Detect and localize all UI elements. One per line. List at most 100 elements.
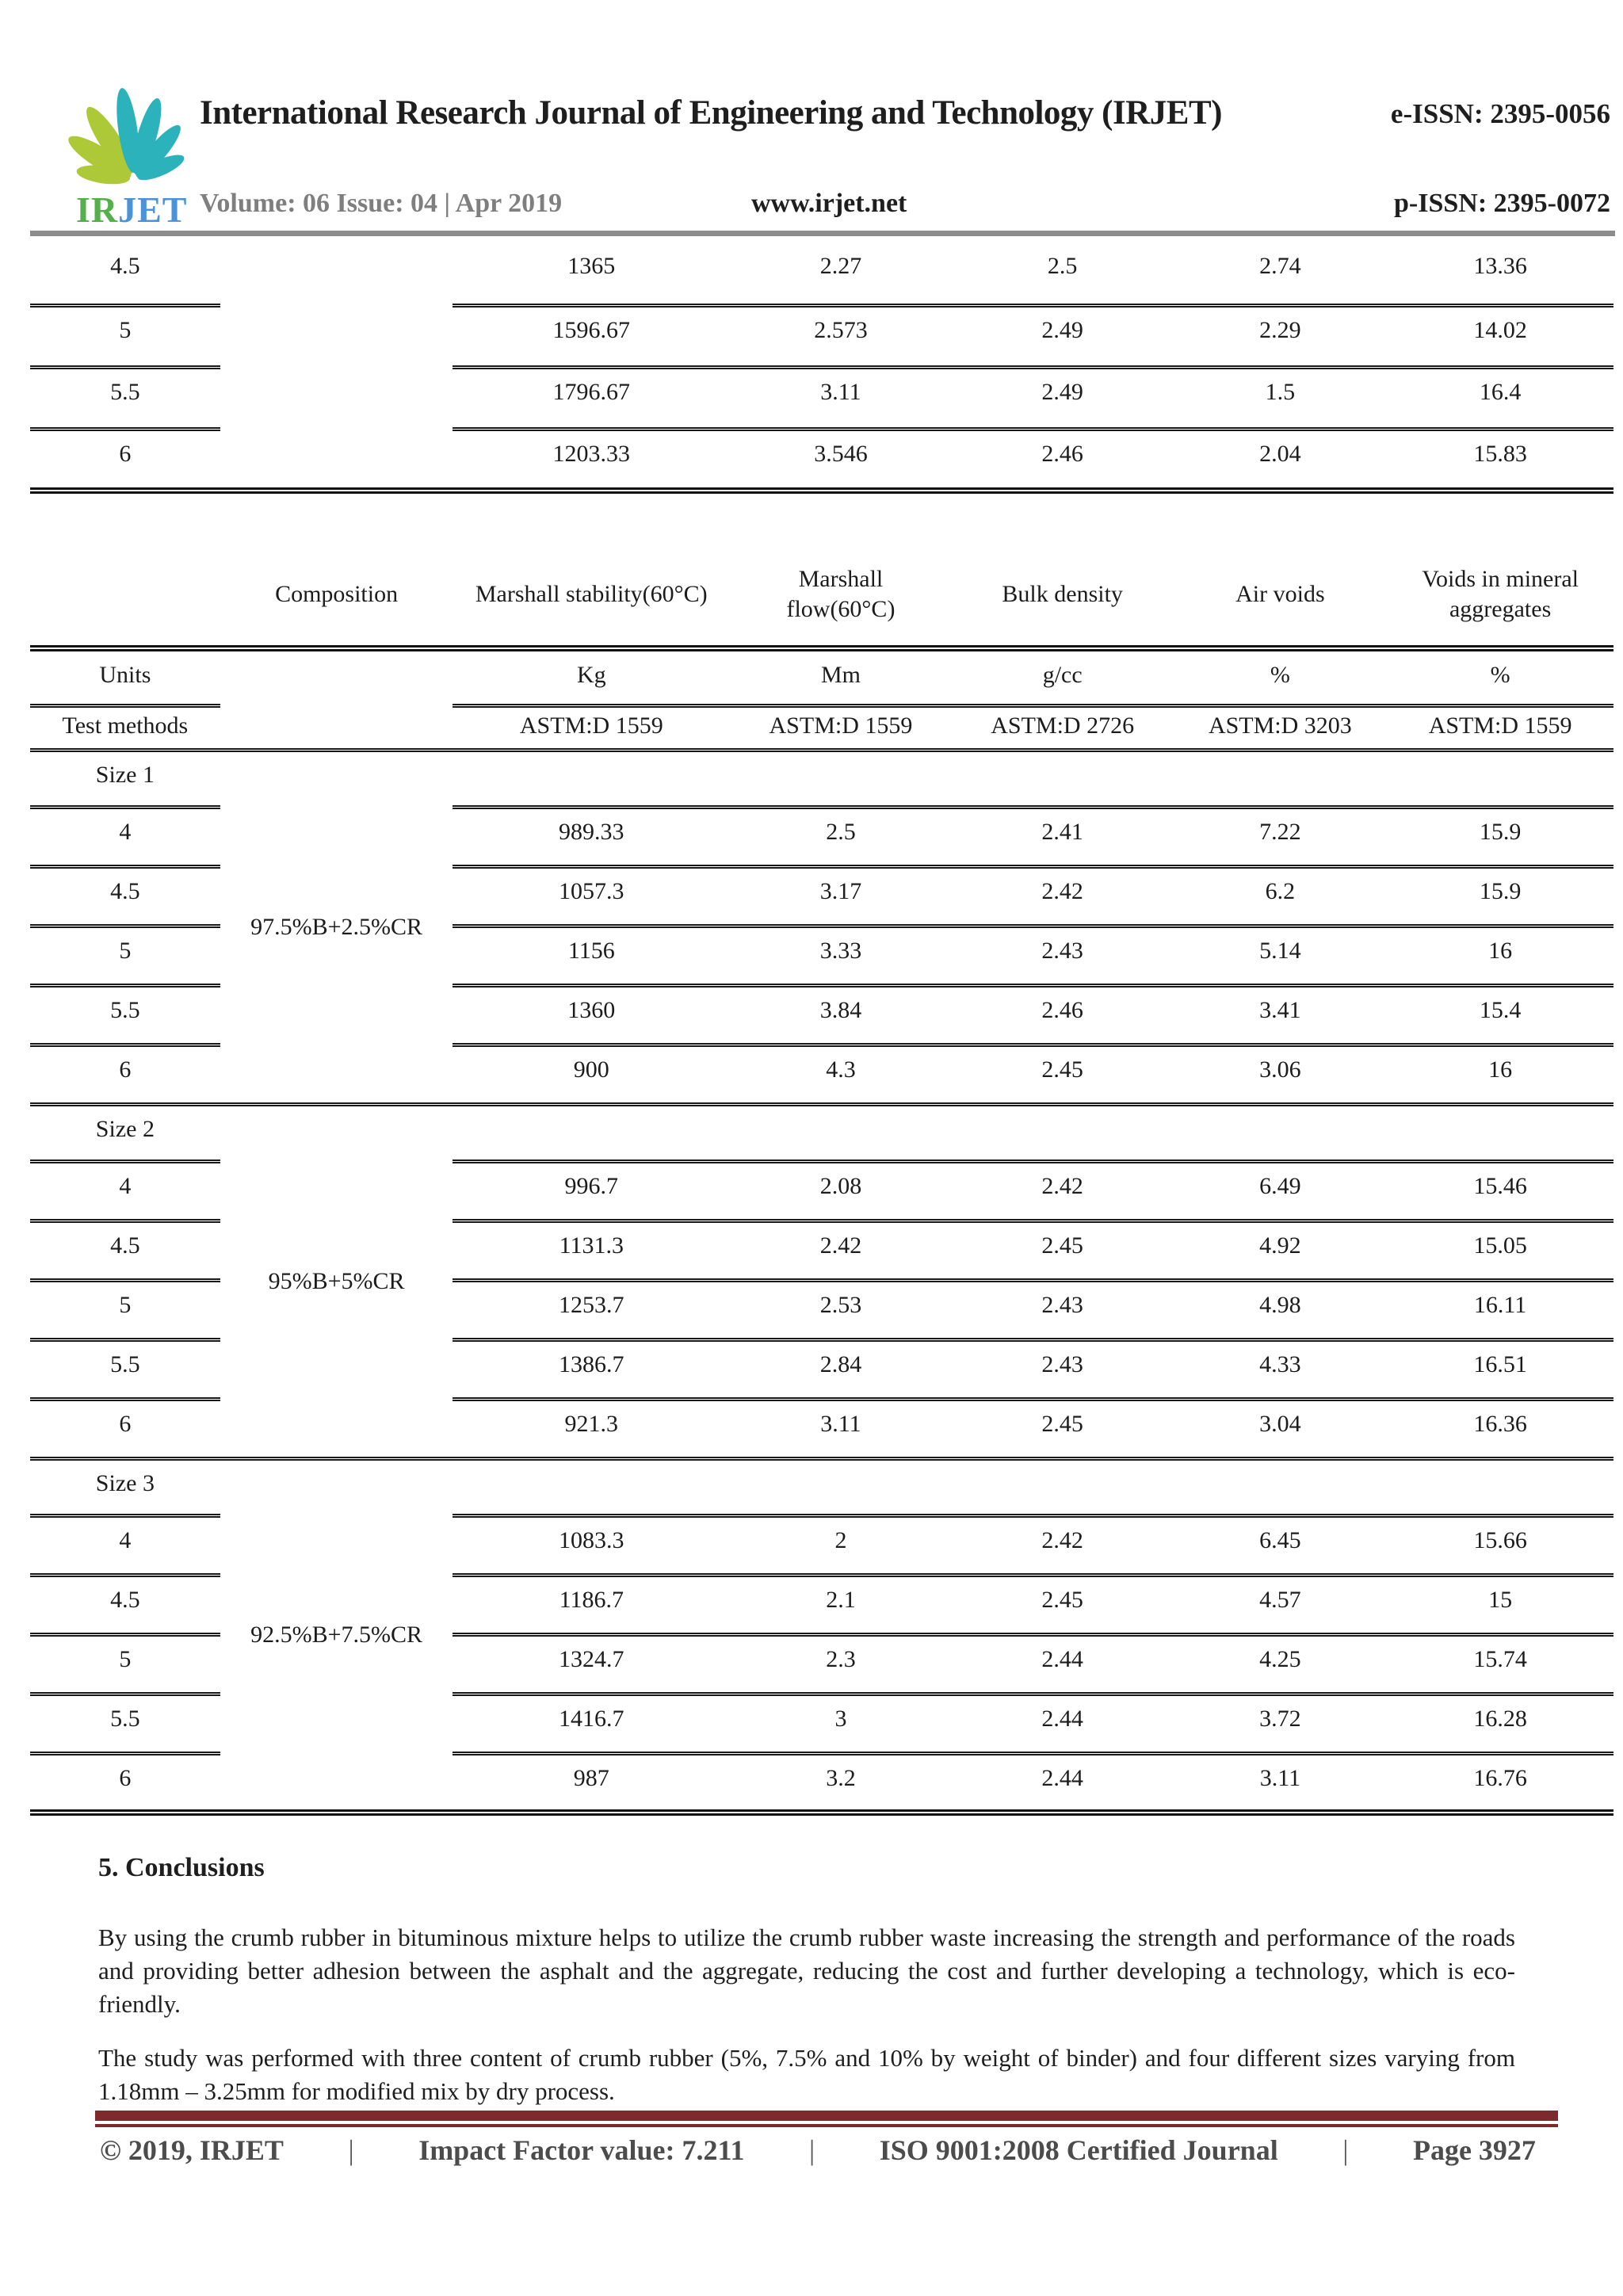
table-row: 6 900 4.3 2.45 3.06 16: [30, 1045, 1613, 1106]
website-link: www.irjet.net: [751, 189, 907, 218]
row-label-cell: 5.5: [30, 985, 220, 1047]
value-cell: 2.45: [951, 1045, 1174, 1106]
value-cell: 16: [1387, 926, 1613, 988]
value-cell: 13.36: [1387, 243, 1613, 308]
value-cell: 1057.3: [453, 866, 731, 928]
row-label-cell: 4: [30, 1161, 220, 1223]
value-cell: 1796.67: [453, 367, 731, 431]
value-cell: 2.3: [730, 1634, 952, 1696]
empty-cell: [1387, 1104, 1613, 1163]
continuation-table: 4.5 1365 2.27 2.5 2.74 13.36 5 1596.67 2…: [30, 243, 1613, 494]
table-row: 4 1083.3 2 2.42 6.45 15.66: [30, 1515, 1613, 1577]
value-cell: 15.9: [1387, 807, 1613, 869]
empty-cell: [1173, 750, 1388, 809]
header-divider: [30, 231, 1615, 236]
value-cell: 15.05: [1387, 1221, 1613, 1282]
row-label-cell: 5.5: [30, 1339, 220, 1401]
empty-cell: [453, 750, 731, 809]
table-row: 5.5 1416.7 3 2.44 3.72 16.28: [30, 1694, 1613, 1755]
value-cell: 2.29: [1173, 305, 1388, 369]
table-row: 5 1324.7 2.3 2.44 4.25 15.74: [30, 1634, 1613, 1696]
units-row: Units Kg Mm g/cc % %: [30, 648, 1613, 752]
footer-divider: [95, 2111, 1558, 2127]
value-cell: 2.45: [951, 1221, 1174, 1282]
value-cell: 15.66: [1387, 1515, 1613, 1577]
value-cell: 4.57: [1173, 1575, 1388, 1637]
table-header-row: Composition Marshall stability(60°C) Mar…: [30, 555, 1613, 651]
value-cell: 3: [730, 1694, 952, 1755]
row-label-cell: 4.5: [30, 1575, 220, 1637]
value-cell: 3.04: [1173, 1399, 1388, 1461]
footer-iso-certification: ISO 9001:2008 Certified Journal: [879, 2134, 1278, 2166]
value-cell: 4.98: [1173, 1280, 1388, 1342]
row-label-cell: 5.5: [30, 1694, 220, 1755]
irjet-logo: IRJET: [68, 88, 188, 230]
value-cell: 2.42: [951, 866, 1174, 928]
footer-separator: |: [1342, 2134, 1349, 2166]
unit-cell: Kg: [453, 648, 731, 708]
value-cell: 2.43: [951, 926, 1174, 988]
footer-impact-factor: Impact Factor value: 7.211: [418, 2134, 745, 2166]
row-label-cell: 5: [30, 926, 220, 988]
value-cell: 2.42: [730, 1221, 952, 1282]
table-row: 4 996.7 2.08 2.42 6.49 15.46: [30, 1161, 1613, 1223]
value-cell: 2.44: [951, 1694, 1174, 1755]
table-row: 4.5 1365 2.27 2.5 2.74 13.36: [30, 243, 1613, 494]
logo-leaves-teal: [116, 88, 185, 181]
table: Composition Marshall stability(60°C) Mar…: [30, 555, 1613, 1816]
row-label-cell: 5: [30, 1634, 220, 1696]
value-cell: 3.41: [1173, 985, 1388, 1047]
empty-cell: [730, 1458, 952, 1518]
value-cell: 16.4: [1387, 367, 1613, 431]
header-cell: Air voids: [1173, 555, 1388, 651]
table: 4.5 1365 2.27 2.5 2.74 13.36 5 1596.67 2…: [30, 243, 1613, 494]
table-row: 4.5 1186.7 2.1 2.45 4.57 15: [30, 1575, 1613, 1637]
value-cell: 16.76: [1387, 1753, 1613, 1816]
header-cell: Marshall flow(60°C): [730, 555, 952, 651]
row-label-cell: 6: [30, 1045, 220, 1106]
empty-cell: [730, 1104, 952, 1163]
header-cell-empty: [30, 555, 220, 651]
unit-cell: %: [1173, 648, 1388, 708]
row-label-cell: 4: [30, 807, 220, 869]
value-cell: 3.06: [1173, 1045, 1388, 1106]
value-cell: 1386.7: [453, 1339, 731, 1401]
conclusions-paragraph: The study was performed with three conte…: [98, 2044, 1515, 2105]
value-cell: 2.53: [730, 1280, 952, 1342]
row-label-cell: 6: [30, 429, 220, 494]
e-issn: e-ISSN: 2395-0056: [1390, 98, 1610, 129]
size-label-cell: Size 2: [30, 1104, 220, 1163]
size-label-cell: Size 1: [30, 750, 220, 809]
value-cell: 1365: [453, 243, 731, 308]
value-cell: 1360: [453, 985, 731, 1047]
value-cell: 15.46: [1387, 1161, 1613, 1223]
section-label-row: Size 2 95%B+5%CR: [30, 1104, 1613, 1461]
logo-wordmark: IRJET: [76, 189, 188, 230]
empty-cell: [1173, 1458, 1388, 1518]
unit-cell: g/cc: [951, 648, 1174, 708]
value-cell: 2.04: [1173, 429, 1388, 494]
table-row: 5.5 1360 3.84 2.46 3.41 15.4: [30, 985, 1613, 1047]
conclusions-section: 5. Conclusions By using the crumb rubber…: [98, 1853, 1515, 2129]
empty-cell: [1173, 1104, 1388, 1163]
empty-cell: [1387, 750, 1613, 809]
value-cell: 6.45: [1173, 1515, 1388, 1577]
table-row: 5.5 1796.67 3.11 2.49 1.5 16.4: [30, 367, 1613, 431]
test-method-cell: ASTM:D 2726: [951, 705, 1174, 752]
value-cell: 987: [453, 1753, 731, 1816]
table-row: 5 1596.67 2.573 2.49 2.29 14.02: [30, 305, 1613, 369]
value-cell: 3.33: [730, 926, 952, 988]
value-cell: 1083.3: [453, 1515, 731, 1577]
value-cell: 989.33: [453, 807, 731, 869]
conclusions-heading: 5. Conclusions: [98, 1853, 265, 1882]
journal-title: International Research Journal of Engine…: [200, 94, 1222, 132]
value-cell: 16.11: [1387, 1280, 1613, 1342]
row-label-cell: 4.5: [30, 866, 220, 928]
value-cell: 14.02: [1387, 305, 1613, 369]
empty-cell: [453, 1458, 731, 1518]
table-row: 6 1203.33 3.546 2.46 2.04 15.83: [30, 429, 1613, 494]
row-label-cell: 5: [30, 305, 220, 369]
value-cell: 16.36: [1387, 1399, 1613, 1461]
value-cell: 2.84: [730, 1339, 952, 1401]
